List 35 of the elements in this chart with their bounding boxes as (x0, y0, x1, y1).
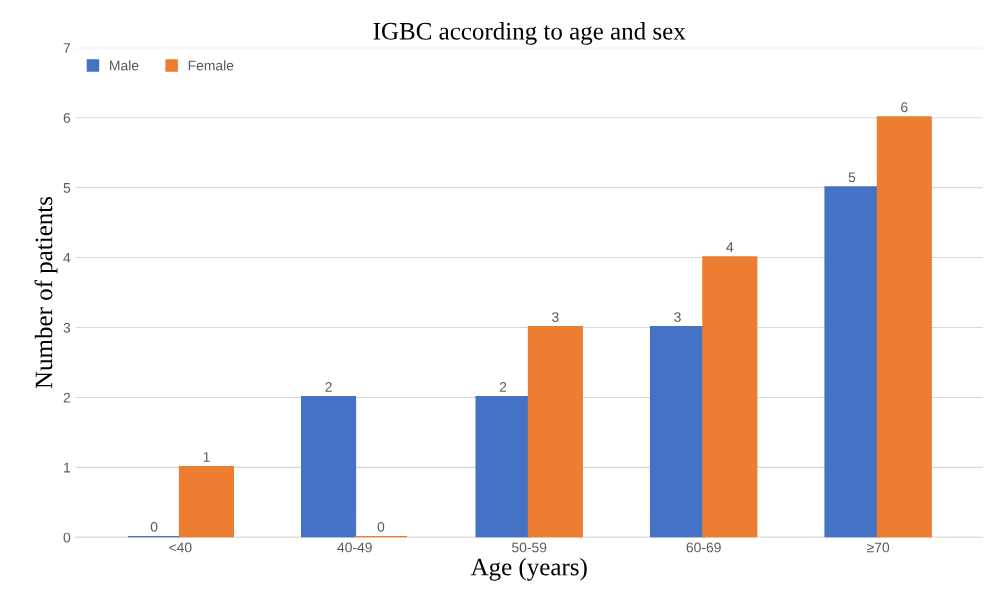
data-label: 3 (674, 312, 681, 322)
bar (301, 396, 357, 538)
legend-label: Male (110, 60, 139, 71)
data-label: 2 (499, 382, 507, 392)
legend-label: Female (188, 60, 234, 71)
data-label: 4 (726, 242, 734, 252)
x-tick-label: ≥70 (867, 542, 890, 553)
y-tick-label: 5 (63, 183, 71, 193)
data-label: 6 (901, 102, 908, 113)
chart-title: IGBC according to age and sex (373, 22, 686, 45)
y-tick-label: 2 (63, 392, 71, 403)
bar (702, 256, 758, 538)
y-axis-title: Number of patients (34, 196, 58, 389)
x-tick-label: 50-59 (512, 542, 547, 553)
x-tick-label: 40-49 (337, 542, 372, 553)
x-tick-label: <40 (169, 542, 192, 553)
y-tick-label: 3 (63, 322, 71, 333)
data-label: 2 (325, 382, 332, 392)
y-tick-label: 7 (63, 43, 71, 53)
y-tick-label: 6 (63, 113, 71, 123)
bar (527, 326, 583, 538)
y-tick-label: 1 (64, 462, 71, 473)
bar (876, 116, 932, 538)
data-label: 5 (848, 172, 856, 183)
data-label: 0 (150, 521, 158, 532)
y-tick-label: 4 (63, 253, 71, 263)
bar (824, 186, 880, 538)
bar (475, 396, 531, 538)
x-tick-label: 60-69 (686, 542, 721, 553)
data-label: 3 (552, 312, 559, 322)
data-label: 0 (377, 521, 385, 532)
bar (178, 465, 235, 538)
x-axis-title: Age (years) (470, 557, 587, 581)
data-label: 1 (203, 452, 210, 462)
y-tick-label: 0 (63, 532, 71, 543)
